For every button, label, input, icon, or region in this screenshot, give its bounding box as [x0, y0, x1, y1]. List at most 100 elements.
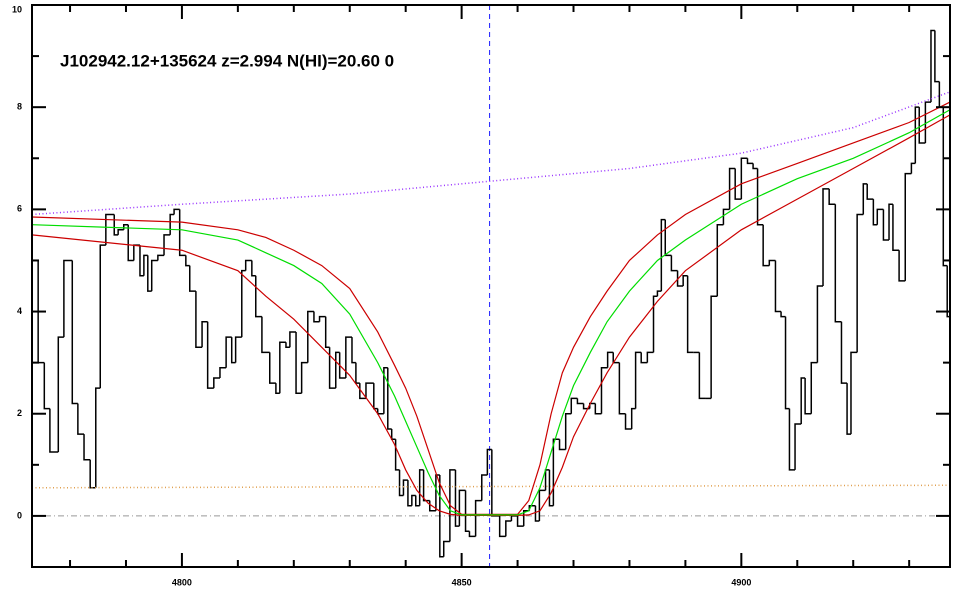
flux-step [464, 490, 470, 532]
flux-step [43, 362, 50, 410]
flux-step [640, 352, 648, 364]
flux-step [269, 352, 276, 384]
flux-step [189, 265, 196, 292]
flux-step [390, 429, 396, 441]
flux-step [930, 29, 935, 103]
flux-step [244, 259, 252, 271]
chart-title: J102942.12+135624 z=2.994 N(HI)=20.60 0 [60, 51, 394, 70]
flux-step [279, 341, 286, 394]
flux-step [178, 209, 186, 257]
flux-step [904, 172, 912, 281]
flux-step [219, 366, 227, 378]
flux-step [634, 351, 642, 409]
flux-step [307, 310, 314, 363]
flux-step [139, 245, 144, 277]
flux-step [780, 311, 786, 318]
model-curve [31, 109, 951, 516]
flux-step [454, 469, 460, 527]
flux-step [285, 342, 290, 349]
flux-step [686, 275, 694, 354]
flux-step [113, 214, 119, 236]
flux-step [275, 383, 280, 395]
flux-step [338, 352, 346, 379]
flux-step [698, 352, 706, 400]
flux-step [752, 163, 758, 170]
flux-step [816, 285, 824, 363]
flux-step [728, 167, 736, 210]
flux-step [355, 362, 360, 384]
flux-step [127, 224, 134, 262]
flux-step [234, 336, 242, 363]
flux-step [856, 213, 864, 353]
flux-step [876, 208, 884, 225]
flux-step [289, 331, 297, 348]
flux-step [449, 469, 456, 542]
plot-area [31, 5, 951, 567]
flux-step [387, 367, 392, 430]
flux-step [415, 495, 420, 507]
flux-step [77, 403, 85, 435]
flux-step [83, 434, 91, 461]
flux-step [794, 423, 802, 470]
flux-step [840, 321, 848, 384]
flux-step [411, 494, 416, 506]
flux-step [335, 351, 340, 389]
flux-step [498, 515, 506, 538]
flux-step [846, 383, 851, 435]
flux-step [261, 316, 270, 354]
flux-step [505, 520, 512, 537]
flux-step [150, 259, 158, 292]
flux-step [422, 469, 430, 502]
flux-step [872, 199, 878, 226]
flux-step [746, 158, 754, 165]
flux-step [206, 321, 214, 389]
flux-step [810, 361, 818, 414]
x-tick-label: 4900 [731, 577, 751, 587]
flux-step [624, 413, 632, 430]
flux-step [63, 259, 73, 338]
model-curve [31, 101, 951, 515]
flux-step [784, 316, 790, 410]
flux-step [918, 107, 926, 144]
flux-step [442, 540, 450, 557]
x-tick-label: 4850 [452, 577, 472, 587]
flux-step [882, 209, 890, 241]
flux-step [57, 336, 64, 453]
flux-step [324, 316, 330, 349]
flux-step [241, 269, 246, 338]
dotted-curve [31, 484, 951, 489]
flux-step [670, 255, 678, 272]
flux-step [660, 218, 666, 292]
flux-step [552, 438, 560, 506]
flux-step [474, 499, 482, 537]
flux-step [376, 408, 384, 415]
model-curve [31, 114, 951, 516]
flux-step [762, 224, 770, 267]
flux-step [105, 213, 115, 246]
flux-step [522, 510, 530, 527]
flux-step [564, 412, 572, 450]
flux-step [594, 403, 602, 415]
flux-step [510, 515, 518, 522]
y-tick-label: 2 [17, 408, 22, 418]
flux-step [133, 244, 140, 261]
flux-step [576, 398, 584, 405]
flux-step [822, 188, 830, 286]
flux-step [230, 337, 236, 364]
flux-step [646, 351, 654, 363]
flux-step [435, 474, 440, 511]
flux-step [914, 106, 920, 164]
flux-step [318, 315, 326, 322]
flux-step [768, 259, 776, 266]
flux-step [295, 331, 302, 395]
y-tick-label: 8 [17, 102, 22, 112]
flux-step [117, 229, 124, 235]
flux-step [606, 351, 614, 368]
flux-step [147, 255, 152, 292]
flux-step [458, 489, 466, 527]
flux-step [722, 208, 730, 225]
flux-step [185, 255, 190, 267]
flux-step [49, 408, 59, 453]
flux-step [351, 337, 356, 364]
flux-step [892, 204, 900, 251]
